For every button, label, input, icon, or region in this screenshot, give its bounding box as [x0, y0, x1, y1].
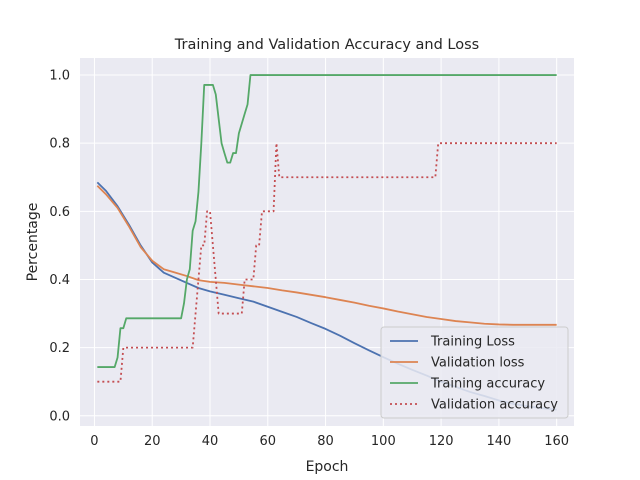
y-tick-label: 0.4 — [49, 273, 70, 288]
legend-label: Training Loss — [430, 335, 515, 350]
y-tick-label: 0.8 — [49, 137, 70, 152]
y-tick-label: 0.6 — [49, 205, 70, 220]
legend-label: Training accuracy — [430, 377, 545, 392]
x-tick-label: 0 — [90, 434, 98, 449]
series-line — [97, 74, 557, 368]
x-tick-label: 160 — [544, 434, 569, 449]
chart-title: Training and Validation Accuracy and Los… — [174, 37, 479, 53]
x-tick-label: 60 — [260, 434, 277, 449]
y-tick-label: 0.2 — [49, 341, 70, 356]
y-tick-label: 1.0 — [49, 69, 70, 84]
y-tick-label: 0.0 — [49, 409, 70, 424]
series-line — [96, 185, 557, 326]
x-tick-label: 140 — [486, 434, 511, 449]
legend-label: Validation accuracy — [431, 398, 558, 413]
y-axis-title: Percentage — [25, 203, 41, 282]
x-tick-label: 80 — [317, 434, 334, 449]
legend-box — [380, 326, 569, 419]
x-tick-label: 120 — [429, 434, 454, 449]
legend-label: Validation loss — [431, 356, 525, 371]
x-tick-label: 20 — [144, 434, 161, 449]
x-axis-title: Epoch — [306, 459, 349, 475]
x-tick-label: 100 — [371, 434, 396, 449]
x-tick-label: 40 — [202, 434, 219, 449]
tick-layer: 0 20 40 60 80 100 120 140 160 0.0 0.2 0.4 0.6 0.8 1.0 — [49, 69, 569, 449]
legend: Training Loss Validation loss Training acc… — [380, 326, 569, 419]
